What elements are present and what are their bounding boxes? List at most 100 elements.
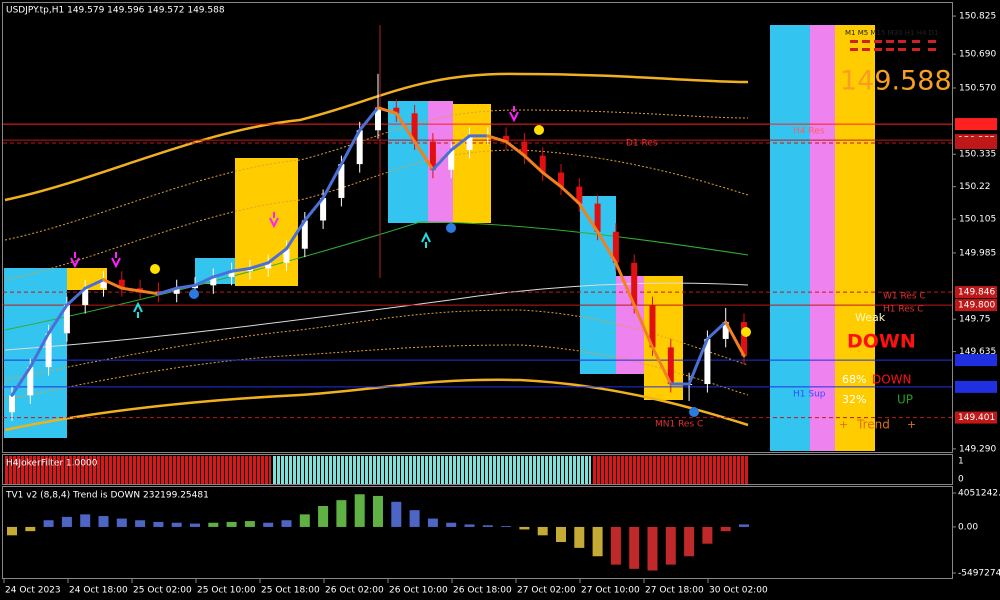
candle-body	[210, 276, 217, 286]
oscillator-bar-fill	[427, 518, 438, 527]
trend-line	[285, 219, 307, 251]
candle-body	[558, 172, 564, 187]
level-label: 149.401	[958, 413, 995, 423]
time-label: 27 Oct 02:00	[517, 586, 576, 596]
oscillator-bar-fill	[98, 516, 109, 527]
candle-body	[741, 322, 747, 356]
filter-title: H4JokerFilter 1.0000	[6, 459, 98, 469]
oscillator-bar-fill	[153, 521, 164, 527]
oscillator-bar-fill	[7, 526, 17, 536]
trend-line	[211, 269, 234, 279]
candle-body	[521, 141, 528, 156]
level-name: MN1 Res C	[655, 420, 703, 430]
down-label: DOWN	[872, 373, 912, 387]
trend-line	[687, 337, 709, 386]
level-name: W1 Res C	[883, 292, 926, 302]
strength: Weak	[855, 311, 886, 324]
price-tick-label: 150.335	[959, 150, 996, 160]
candle-body	[448, 150, 455, 170]
level-name: H1 Sup	[793, 390, 826, 400]
level-tag	[955, 380, 997, 393]
signal: DOWN	[847, 331, 916, 353]
trend-line	[83, 278, 105, 290]
oscillator-bar-fill	[116, 518, 127, 527]
time-label: 27 Oct 18:00	[645, 586, 704, 596]
trend-line	[541, 171, 563, 189]
trend-line	[303, 196, 325, 223]
level-name: D1 Res	[626, 139, 658, 149]
trend-line	[724, 320, 746, 358]
trend-line	[65, 286, 87, 307]
oscillator-bar-fill	[373, 495, 383, 527]
trend-left: +	[839, 418, 848, 431]
price-tick-label: 150.825	[959, 12, 996, 22]
candle-body	[45, 333, 52, 368]
time-label: 24 Oct 2023	[5, 586, 61, 596]
time-label: 27 Oct 10:00	[581, 586, 640, 596]
level-label: 149.846	[958, 288, 995, 298]
trend-line	[559, 185, 581, 206]
price-tick-label: 149.635	[959, 347, 996, 357]
level-tag	[955, 286, 997, 299]
current-price: 149.588	[840, 66, 952, 97]
trend-line	[156, 286, 179, 296]
trend-line	[248, 261, 270, 270]
oscillator-bar-fill	[665, 526, 676, 565]
price-tick-label: 150.105	[959, 215, 996, 225]
candle-body	[82, 288, 89, 306]
time-axis: 24 Oct 2023 24 Oct 18:00 25 Oct 02:00 25 Oc…	[3, 579, 768, 596]
candle-body	[576, 186, 583, 204]
oscillator-bar-fill	[592, 526, 603, 557]
oscillator-bar-fill	[43, 520, 54, 527]
trend-line	[321, 162, 343, 200]
price-tick-label: 149.75	[959, 315, 991, 325]
oscillator-bar-fill	[739, 524, 749, 527]
oscillator-bar-fill	[391, 501, 402, 527]
time-label: 30 Oct 02:00	[709, 586, 768, 596]
trend-line	[193, 275, 215, 287]
oscillator-bar-fill	[629, 526, 640, 569]
candle-body	[539, 155, 546, 173]
filter-tick: 1	[958, 457, 964, 467]
trend-line	[504, 140, 526, 158]
oscillator-bar-fill	[226, 521, 237, 527]
oscillator-bar-fill	[61, 516, 72, 527]
trend-line	[486, 134, 508, 144]
trend-line	[413, 140, 435, 172]
level-tag	[955, 299, 997, 312]
trend-line	[339, 128, 362, 166]
candle-body	[466, 135, 473, 151]
candle-body	[631, 262, 638, 306]
trend-line	[614, 261, 636, 307]
trend-line	[10, 365, 32, 397]
time-label: 26 Oct 02:00	[325, 586, 384, 596]
oscillator-bar-fill	[190, 523, 200, 527]
price-tick-label: 149.290	[959, 444, 996, 454]
candle-body	[338, 164, 345, 198]
candle-body	[356, 130, 363, 165]
time-label: 25 Oct 10:00	[197, 586, 256, 596]
candle-body	[411, 113, 418, 142]
trend-line	[47, 303, 69, 335]
signals	[70, 106, 751, 417]
oscillator-bar-fill	[720, 526, 731, 532]
oscillator-bar-fill	[537, 526, 548, 536]
strength-grid	[850, 40, 936, 51]
symbol-info: USDJPY.tp,H1 149.579 149.596 149.572 149…	[6, 6, 225, 16]
oscillator-bar-fill	[482, 525, 493, 527]
candle-body	[301, 220, 308, 249]
oscillator-bar-fill	[135, 520, 146, 527]
candle-body	[118, 279, 125, 289]
level-tag	[955, 411, 997, 424]
time-label: 25 Oct 18:00	[261, 586, 320, 596]
oscillator-bar-fill	[647, 526, 658, 571]
oscillator-bar-fill	[208, 522, 219, 527]
trend-line	[632, 303, 654, 349]
price-tick-label: 150.22	[959, 182, 991, 192]
trend: Trend	[856, 418, 890, 432]
price-tick-label: 149.985	[959, 248, 996, 258]
filter-histogram	[5, 456, 748, 484]
oscillator-bar-fill	[281, 520, 292, 527]
